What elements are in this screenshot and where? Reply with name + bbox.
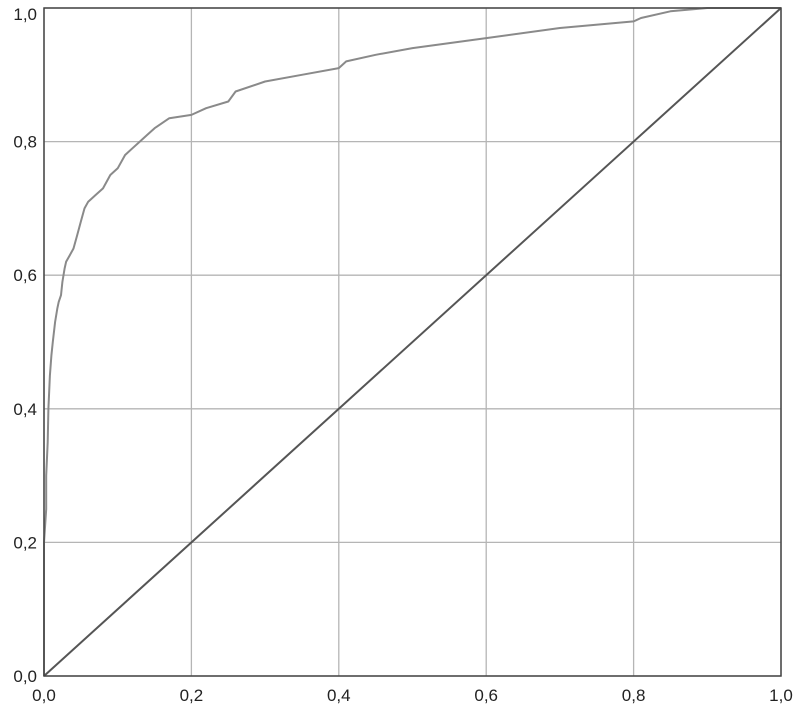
x-tick-label: 0,0: [32, 686, 56, 705]
y-tick-label: 0,4: [13, 400, 37, 419]
y-tick-label: 1,0: [13, 5, 37, 24]
x-tick-label: 0,8: [622, 686, 646, 705]
roc-curve-line: [43, 7, 781, 676]
plot-area: [43, 7, 782, 677]
y-tick-label: 0,8: [13, 133, 37, 152]
x-tick-label: 0,2: [180, 686, 204, 705]
y-tick-label: 0,2: [13, 533, 37, 552]
x-tick-label: 0,4: [327, 686, 351, 705]
x-axis-tick-labels: 0,0 0,2 0,4 0,6 0,8 1,0: [32, 686, 793, 705]
x-tick-label: 1,0: [769, 686, 793, 705]
y-tick-label: 0,0: [13, 667, 37, 686]
x-tick-label: 0,6: [474, 686, 498, 705]
y-tick-label: 0,6: [13, 266, 37, 285]
reference-diagonal-line: [43, 7, 782, 677]
plot-frame: [43, 7, 782, 677]
y-axis-tick-labels: 0,0 0,2 0,4 0,6 0,8 1,0: [13, 5, 37, 686]
